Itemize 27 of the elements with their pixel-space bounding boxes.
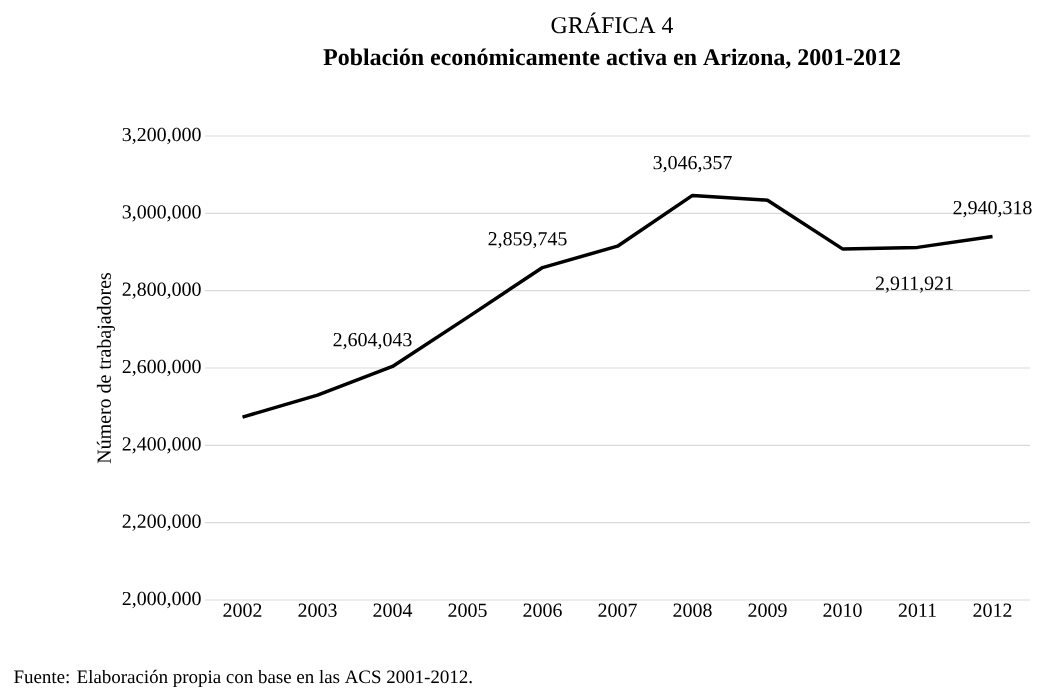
y-tick-label: 2,600,000 xyxy=(122,359,201,377)
data-label: 2,940,318 xyxy=(953,200,1032,218)
x-tick-label: 2004 xyxy=(373,603,413,617)
x-tick-label: 2008 xyxy=(673,603,712,617)
x-tick-label: 2003 xyxy=(298,603,337,617)
x-tick-label: 2005 xyxy=(448,603,487,617)
x-tick-label: 2006 xyxy=(523,603,562,617)
source-note: Fuente: Elaboración propia con base en las ACS 2001-2012. xyxy=(14,669,472,688)
x-tick-label: 2010 xyxy=(823,603,862,617)
y-tick-label: 3,000,000 xyxy=(122,205,201,222)
data-label: 2,911,921 xyxy=(875,276,953,293)
chart-subtitle: Población económicamente activa en Arizona, 2001-2012 xyxy=(323,48,900,69)
chart-title: GRÁFICA 4 xyxy=(551,12,674,34)
y-axis-title: Número de trabajadores xyxy=(96,273,115,464)
x-tick-label: 2002 xyxy=(223,603,262,617)
y-tick-label: 2,200,000 xyxy=(122,514,201,531)
data-label: 2,859,745 xyxy=(488,232,567,249)
y-tick-label: 2,400,000 xyxy=(122,437,201,454)
y-tick-label: 2,800,000 xyxy=(122,282,201,299)
x-tick-label: 2009 xyxy=(748,603,787,617)
y-tick-label: 2,000,000 xyxy=(122,591,201,609)
y-tick-label: 3,200,000 xyxy=(122,127,201,145)
x-tick-label: 2012 xyxy=(973,603,1012,617)
x-tick-label: 2007 xyxy=(598,603,637,617)
x-tick-label: 2011 xyxy=(898,603,936,617)
data-label: 3,046,357 xyxy=(653,155,732,173)
data-label: 2,604,043 xyxy=(333,332,412,350)
